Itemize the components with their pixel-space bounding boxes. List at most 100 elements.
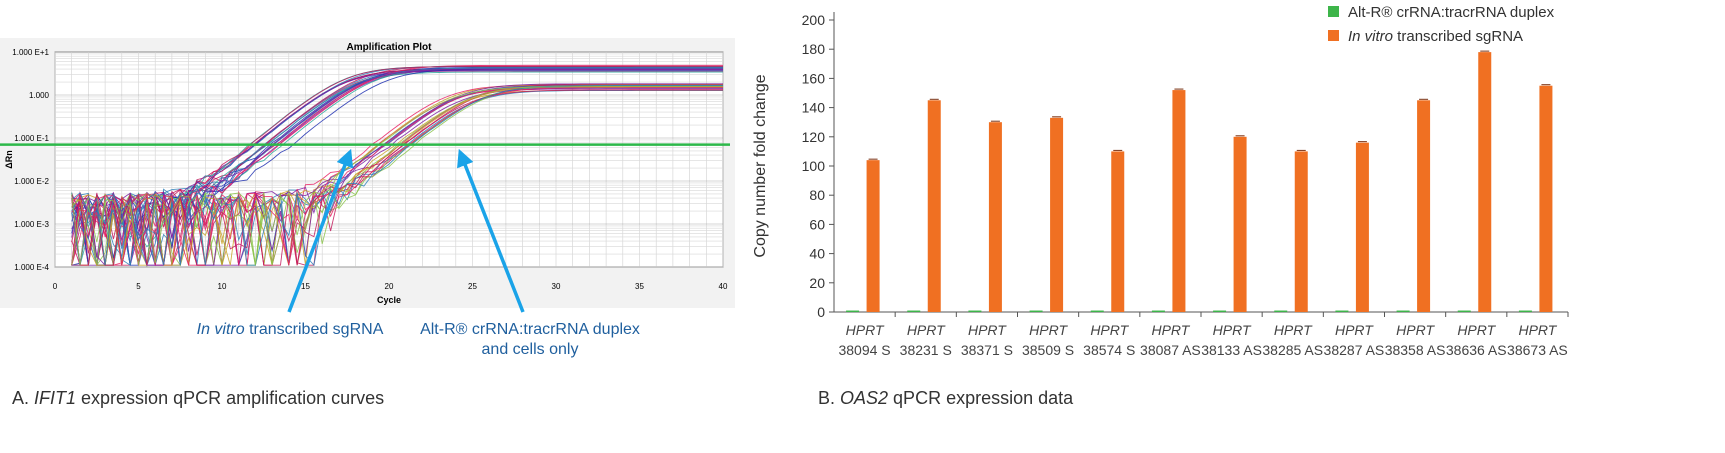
x-tick-label: 25 bbox=[468, 282, 477, 291]
x-tick-label-id: 38574 S bbox=[1083, 342, 1135, 358]
x-tick-label-gene: HPRT bbox=[1029, 322, 1068, 338]
x-tick-label-id: 38287 AS bbox=[1324, 342, 1385, 358]
x-tick-label: 10 bbox=[218, 282, 227, 291]
y-tick-label: 20 bbox=[809, 275, 825, 291]
y-tick-label: 200 bbox=[802, 12, 826, 28]
bar-ivt-sgrna bbox=[1233, 136, 1247, 312]
y-tick-label: 80 bbox=[809, 187, 825, 203]
caption-b-prefix: B. bbox=[818, 388, 841, 408]
legend-swatch bbox=[1328, 6, 1339, 17]
bar-ivt-sgrna bbox=[1417, 100, 1431, 312]
x-tick-label: 20 bbox=[385, 282, 394, 291]
y-tick-label: 40 bbox=[809, 246, 825, 262]
y-tick-label: 1.000 E-3 bbox=[14, 220, 49, 229]
x-tick-label-gene: HPRT bbox=[1396, 322, 1435, 338]
bar-alt-r bbox=[1274, 310, 1288, 313]
x-tick-label: 30 bbox=[552, 282, 561, 291]
legend-label: In vitro transcribed sgRNA bbox=[1348, 28, 1523, 45]
amplification-curve-late bbox=[71, 89, 723, 266]
amplification-curve-early bbox=[71, 64, 723, 266]
y-tick-label: 60 bbox=[809, 216, 825, 232]
caption-a: A. IFIT1 expression qPCR amplification c… bbox=[12, 388, 384, 409]
caption-a-prefix: A. bbox=[12, 388, 35, 408]
bar-alt-r bbox=[907, 310, 921, 313]
bar-ivt-sgrna bbox=[1111, 151, 1125, 312]
x-tick-label-gene: HPRT bbox=[1213, 322, 1252, 338]
x-axis-label: Cycle bbox=[377, 295, 401, 305]
x-tick-label-id: 38673 AS bbox=[1507, 342, 1568, 358]
bar-ivt-sgrna bbox=[1539, 85, 1553, 312]
annotation-ivt-italic: In vitro bbox=[196, 321, 245, 338]
bar-alt-r bbox=[1335, 310, 1349, 313]
legend-swatch bbox=[1328, 30, 1339, 41]
legend-label: Alt-R® crRNA:tracrRNA duplex bbox=[1348, 4, 1555, 21]
bar-alt-r bbox=[1213, 310, 1227, 313]
x-tick-label-id: 38231 S bbox=[900, 342, 952, 358]
y-axis-label: ΔRn bbox=[4, 150, 14, 168]
y-tick-label: 140 bbox=[802, 100, 826, 116]
x-tick-label-id: 38285 AS bbox=[1262, 342, 1323, 358]
annotation-alt-r: Alt-R® crRNA:tracrRNA duplex and cells o… bbox=[400, 320, 660, 360]
bar-alt-r bbox=[1518, 310, 1532, 313]
amplification-curve-early bbox=[71, 65, 723, 266]
x-tick-label-id: 38133 AS bbox=[1201, 342, 1262, 358]
arrow-alt-r bbox=[457, 148, 525, 313]
y-tick-label: 120 bbox=[802, 129, 826, 145]
caption-a-gene: IFIT1 bbox=[34, 388, 77, 408]
x-tick-label-id: 38358 AS bbox=[1385, 342, 1446, 358]
x-tick-label-id: 38509 S bbox=[1022, 342, 1074, 358]
bar-ivt-sgrna bbox=[927, 100, 941, 312]
x-tick-label-gene: HPRT bbox=[1518, 322, 1557, 338]
annotation-ivt-rest: transcribed sgRNA bbox=[244, 321, 384, 338]
bar-alt-r bbox=[1029, 310, 1043, 313]
annotation-alt-line1: Alt-R® crRNA:tracrRNA duplex bbox=[420, 321, 640, 338]
y-tick-label: 1.000 E-2 bbox=[14, 177, 49, 186]
bar-ivt-sgrna bbox=[866, 160, 880, 312]
x-tick-label-id: 38371 S bbox=[961, 342, 1013, 358]
y-tick-label: 1.000 E-4 bbox=[14, 263, 49, 272]
caption-b-rest: qPCR expression data bbox=[888, 388, 1074, 408]
y-tick-label: 0 bbox=[817, 304, 825, 320]
amplification-curve-early bbox=[71, 69, 723, 266]
amplification-curve-late bbox=[71, 86, 723, 266]
x-tick-label-gene: HPRT bbox=[1274, 322, 1313, 338]
x-tick-label-gene: HPRT bbox=[1335, 322, 1374, 338]
amplification-curve-late bbox=[71, 85, 723, 267]
bar-alt-r bbox=[1457, 310, 1471, 313]
bar-alt-r bbox=[846, 310, 860, 313]
bar-ivt-sgrna bbox=[1172, 90, 1186, 312]
x-tick-label-id: 38094 S bbox=[838, 342, 890, 358]
x-tick-label-gene: HPRT bbox=[968, 322, 1007, 338]
bar-ivt-sgrna bbox=[1355, 142, 1369, 312]
x-tick-label-gene: HPRT bbox=[907, 322, 946, 338]
bar-ivt-sgrna bbox=[988, 122, 1002, 312]
x-tick-label-gene: HPRT bbox=[1151, 322, 1190, 338]
bar-ivt-sgrna bbox=[1050, 117, 1064, 312]
caption-b: B. OAS2 qPCR expression data bbox=[818, 388, 1073, 409]
y-tick-label: 1.000 bbox=[29, 91, 50, 100]
y-tick-label: 1.000 E+1 bbox=[12, 48, 49, 57]
annotation-ivt-sgrna: In vitro transcribed sgRNA bbox=[190, 320, 390, 340]
bar-ivt-sgrna bbox=[1478, 52, 1492, 313]
y-axis-label: Copy number fold change bbox=[752, 74, 769, 257]
caption-a-rest: expression qPCR amplification curves bbox=[76, 388, 385, 408]
y-tick-label: 180 bbox=[802, 41, 826, 57]
bar-alt-r bbox=[968, 310, 982, 313]
x-tick-label-gene: HPRT bbox=[1090, 322, 1129, 338]
annotation-alt-line2: and cells only bbox=[481, 341, 579, 358]
x-tick-label-gene: HPRT bbox=[1457, 322, 1496, 338]
amplification-plot-svg: Amplification Plot 0 5 10 15 20 25 30 35 40 Cycle 1… bbox=[0, 38, 735, 313]
amplification-curves bbox=[71, 64, 723, 267]
amplification-curve-early bbox=[71, 71, 723, 266]
bar-alt-r bbox=[1151, 310, 1165, 313]
arrow-ivt-sgrna bbox=[287, 148, 354, 313]
x-tick-label: 15 bbox=[301, 282, 310, 291]
bar-chart-panel: 0 20 40 60 80 100 120 140 160 180 200 Copy number f… bbox=[752, 0, 1725, 453]
plot-title: Amplification Plot bbox=[347, 42, 433, 53]
x-tick-label: 40 bbox=[719, 282, 728, 291]
y-tick-label: 160 bbox=[802, 70, 826, 86]
x-tick-label: 0 bbox=[53, 282, 58, 291]
x-tick-label-id: 38636 AS bbox=[1446, 342, 1507, 358]
bar-alt-r bbox=[1396, 310, 1410, 313]
x-tick-label-gene: HPRT bbox=[846, 322, 885, 338]
